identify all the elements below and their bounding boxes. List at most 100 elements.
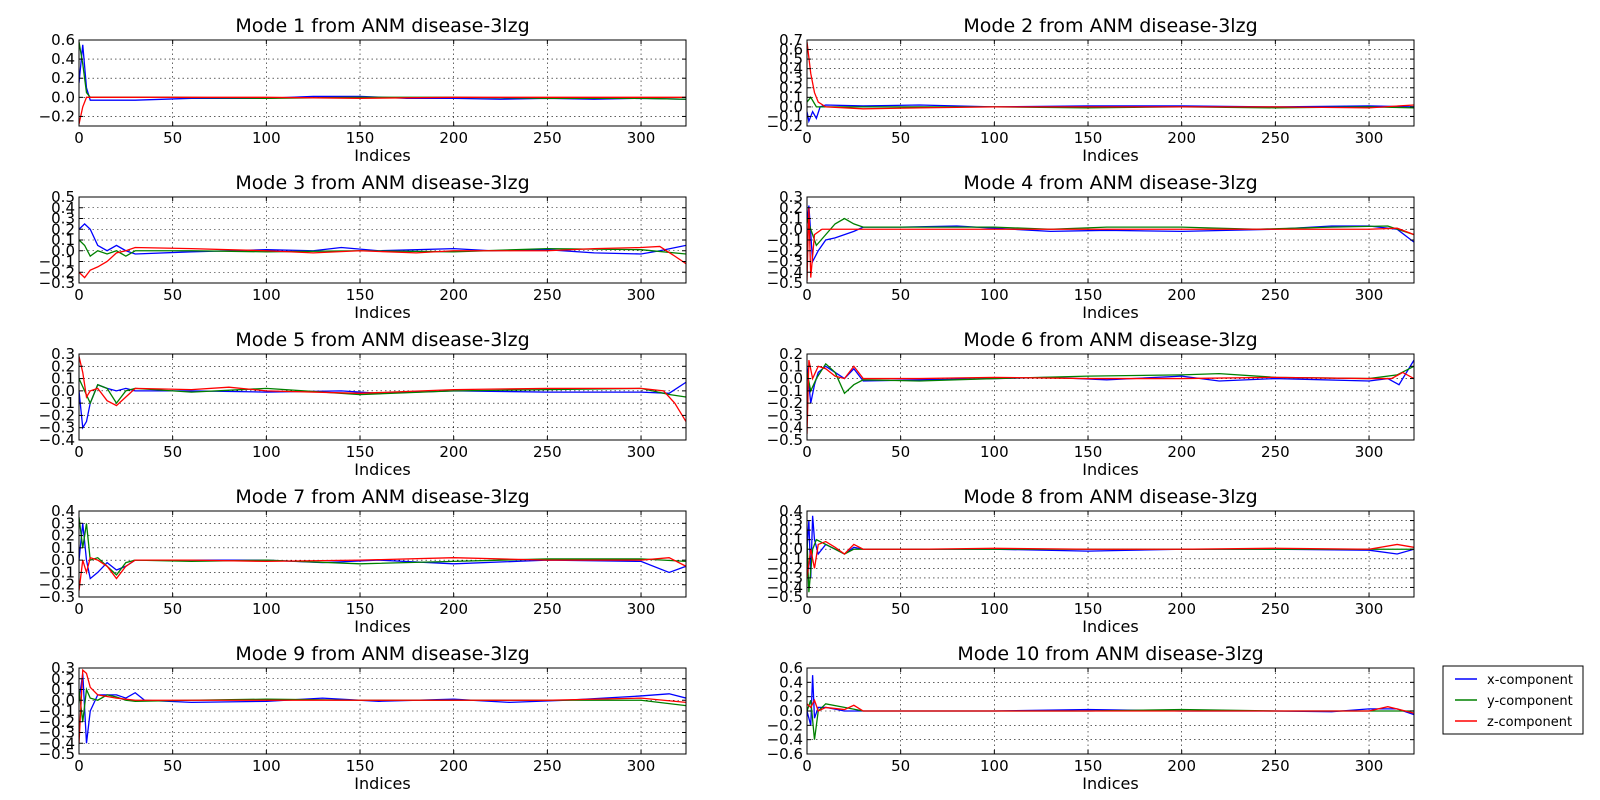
y-tick-label: −0.2 <box>39 406 75 424</box>
y-tick-label: −0.4 <box>767 731 803 749</box>
x-tick-label: 150 <box>346 129 375 147</box>
y-tick-label: −0.3 <box>39 419 75 437</box>
y-tick-label: −0.4 <box>767 263 803 281</box>
y-tick-label: −0.4 <box>39 431 75 449</box>
plot-area <box>807 197 1414 283</box>
y-tick-label: 0.2 <box>51 220 75 238</box>
legend-label: y-component <box>1487 694 1573 709</box>
x-tick-label: 150 <box>346 600 375 618</box>
subplot-title: Mode 10 from ANM disease-3lzg <box>957 643 1263 665</box>
y-tick-label: −0.2 <box>39 713 75 731</box>
x-tick-label: 100 <box>252 600 281 618</box>
x-tick-label: 300 <box>1355 129 1384 147</box>
y-tick-label: −0.4 <box>767 419 803 437</box>
y-tick-label: −0.1 <box>39 702 75 720</box>
x-tick-label: 250 <box>533 286 562 304</box>
subplot-title: Mode 2 from ANM disease-3lzg <box>963 15 1257 37</box>
y-tick-label: −0.1 <box>39 563 75 581</box>
x-tick-label: 0 <box>802 757 812 775</box>
plot-area <box>79 354 686 440</box>
y-tick-label: −0.4 <box>39 734 75 752</box>
series-line-y-component <box>79 41 686 100</box>
subplot-title: Mode 4 from ANM disease-3lzg <box>963 172 1257 194</box>
y-tick-label: −0.3 <box>39 274 75 292</box>
y-tick-label: 0.1 <box>51 370 75 388</box>
y-tick-label: 0.4 <box>779 60 803 78</box>
x-tick-label: 50 <box>163 757 182 775</box>
x-tick-label: 200 <box>1167 443 1196 461</box>
y-tick-label: 0.5 <box>51 188 75 206</box>
y-tick-label: −0.2 <box>39 107 75 125</box>
y-tick-label: 0.0 <box>779 702 803 720</box>
y-tick-label: 0.2 <box>779 688 803 706</box>
y-tick-label: −0.1 <box>39 394 75 412</box>
series-line-y-component <box>79 239 686 258</box>
x-tick-label: 300 <box>1355 600 1384 618</box>
x-tick-label: 50 <box>163 600 182 618</box>
x-tick-label: 0 <box>74 600 84 618</box>
y-tick-label: 0.2 <box>779 79 803 97</box>
series-line-z-component <box>79 668 686 744</box>
y-tick-label: 0.2 <box>51 670 75 688</box>
plot-area <box>807 40 1414 126</box>
y-tick-label: −0.2 <box>767 117 803 135</box>
y-tick-label: −0.5 <box>767 431 803 449</box>
y-tick-label: 0.2 <box>779 199 803 217</box>
x-tick-label: 300 <box>627 600 656 618</box>
x-tick-label: 150 <box>1074 286 1103 304</box>
y-tick-label: 0.1 <box>779 357 803 375</box>
y-tick-label: −0.3 <box>39 588 75 606</box>
y-tick-label: −0.3 <box>767 569 803 587</box>
subplot-title: Mode 3 from ANM disease-3lzg <box>235 172 529 194</box>
x-tick-label: 250 <box>1261 129 1290 147</box>
x-tick-label: 150 <box>1074 600 1103 618</box>
series-line-z-component <box>807 698 1414 714</box>
x-tick-label: 250 <box>1261 286 1290 304</box>
subplot-title: Mode 9 from ANM disease-3lzg <box>235 643 529 665</box>
x-axis-label: Indices <box>354 774 410 793</box>
x-tick-label: 300 <box>627 757 656 775</box>
y-tick-label: 0.0 <box>51 691 75 709</box>
x-tick-label: 200 <box>1167 600 1196 618</box>
series-line-z-component <box>807 207 1414 281</box>
plot-area <box>79 511 686 597</box>
plot-area <box>807 511 1414 597</box>
y-tick-label: 0.0 <box>51 551 75 569</box>
y-tick-label: −0.2 <box>39 576 75 594</box>
y-tick-label: 0.0 <box>51 242 75 260</box>
x-axis-label: Indices <box>1082 774 1138 793</box>
x-tick-label: 50 <box>891 600 910 618</box>
x-tick-label: 250 <box>533 600 562 618</box>
y-tick-label: −0.6 <box>767 745 803 763</box>
series-line-y-component <box>79 517 686 576</box>
x-tick-label: 300 <box>627 443 656 461</box>
x-tick-label: 0 <box>74 129 84 147</box>
legend: x-component y-component z-component <box>1442 665 1584 735</box>
x-tick-label: 150 <box>346 757 375 775</box>
y-tick-label: 0.0 <box>779 220 803 238</box>
x-tick-label: 200 <box>439 600 468 618</box>
subplot-4: 0 50 100 150 200 250 300−0.5−0.4−0.3−0.2−0.10.… <box>767 172 1415 322</box>
y-tick-label: −0.1 <box>767 231 803 249</box>
x-tick-label: 100 <box>980 129 1009 147</box>
y-tick-label: 0.0 <box>779 370 803 388</box>
y-tick-label: −0.3 <box>39 724 75 742</box>
x-tick-label: 200 <box>1167 129 1196 147</box>
subplot-8: 0 50 100 150 200 250 300−0.5−0.4−0.3−0.2−0.10.… <box>767 486 1415 636</box>
x-tick-label: 250 <box>1261 757 1290 775</box>
y-tick-label: 0.6 <box>779 41 803 59</box>
x-tick-label: 150 <box>1074 129 1103 147</box>
x-tick-label: 200 <box>1167 757 1196 775</box>
plot-frame <box>78 353 687 441</box>
y-tick-label: 0.4 <box>51 199 75 217</box>
plot-frame <box>806 39 1415 127</box>
x-tick-label: 150 <box>346 286 375 304</box>
x-tick-label: 300 <box>1355 443 1384 461</box>
plot-frame <box>78 510 687 598</box>
x-tick-label: 100 <box>252 129 281 147</box>
x-tick-label: 0 <box>802 286 812 304</box>
x-tick-label: 250 <box>1261 443 1290 461</box>
series-line-z-component <box>807 360 1414 434</box>
subplot-title: Mode 6 from ANM disease-3lzg <box>963 329 1257 351</box>
x-tick-label: 250 <box>533 129 562 147</box>
